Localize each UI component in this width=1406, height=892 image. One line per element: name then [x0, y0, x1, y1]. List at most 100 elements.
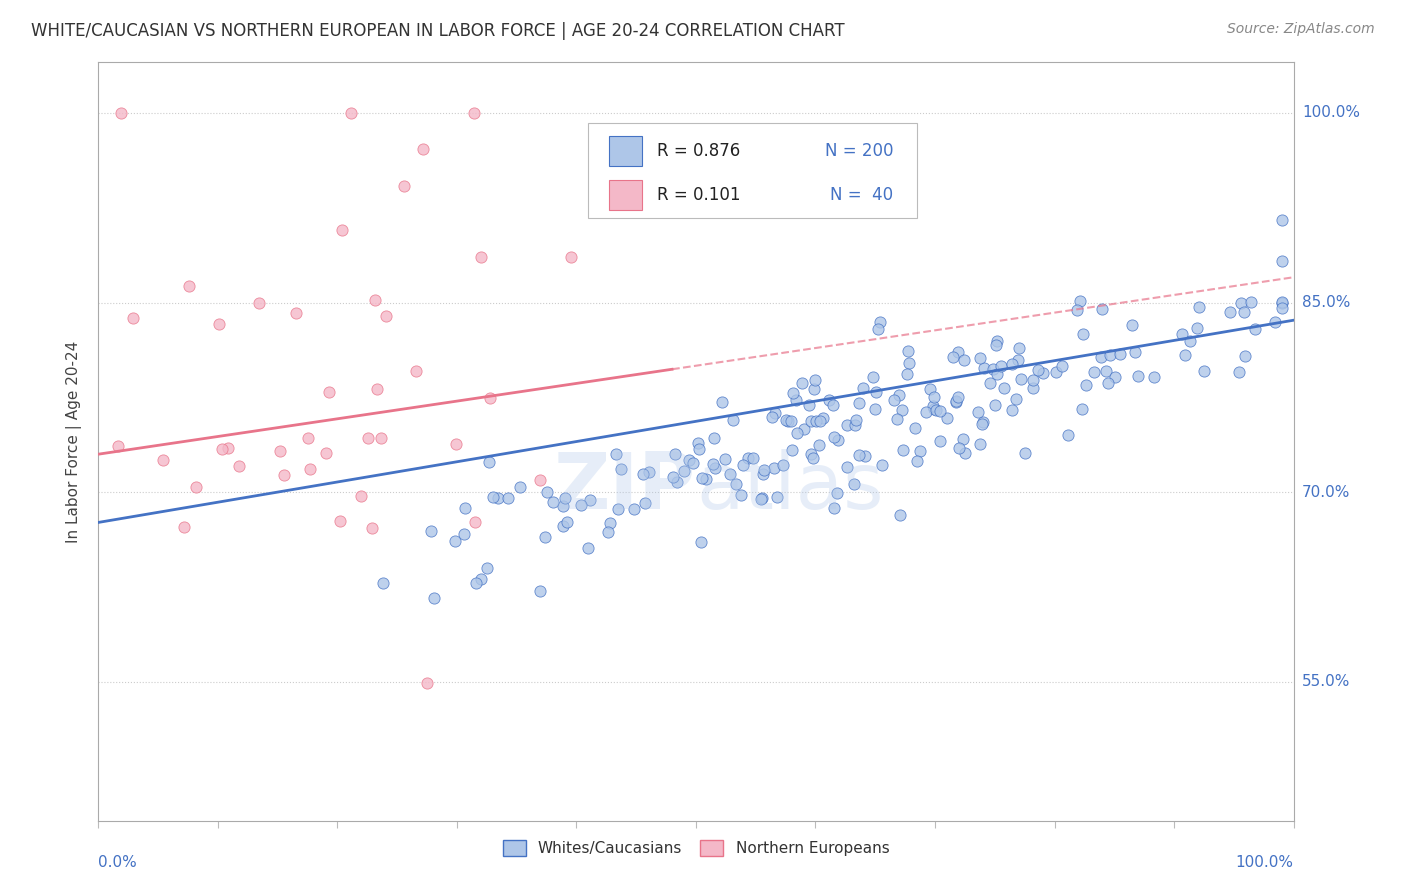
Point	[1109, 347, 1132, 361]
Point	[529, 583, 551, 598]
Point	[477, 561, 499, 575]
Point	[318, 384, 340, 399]
Point	[350, 489, 373, 503]
Point	[970, 417, 993, 432]
Point	[1219, 305, 1241, 319]
Point	[891, 442, 914, 457]
Point	[184, 479, 207, 493]
Point	[945, 393, 967, 408]
Point	[835, 417, 858, 432]
Point	[718, 467, 741, 481]
Point	[695, 472, 717, 486]
Point	[1071, 327, 1094, 342]
Text: Source: ZipAtlas.com: Source: ZipAtlas.com	[1227, 22, 1375, 37]
Point	[1104, 370, 1126, 384]
Point	[211, 442, 233, 456]
Point	[823, 430, 845, 444]
Point	[486, 491, 509, 506]
Point	[711, 395, 734, 409]
Point	[969, 437, 991, 451]
Point	[453, 526, 475, 541]
Point	[299, 462, 322, 476]
Point	[948, 441, 970, 455]
Point	[1188, 300, 1211, 314]
Point	[1014, 446, 1036, 460]
Point	[863, 401, 886, 416]
Point	[808, 438, 831, 452]
Point	[285, 306, 308, 320]
Point	[569, 498, 592, 512]
FancyBboxPatch shape	[609, 136, 643, 167]
Text: N =  40: N = 40	[830, 186, 893, 204]
Point	[790, 376, 813, 391]
Point	[247, 295, 270, 310]
Point	[1097, 376, 1119, 390]
Point	[478, 454, 501, 468]
Point	[690, 470, 713, 484]
Point	[752, 467, 775, 481]
Point	[966, 405, 988, 419]
Point	[1066, 302, 1088, 317]
Point	[731, 458, 754, 472]
Point	[835, 459, 858, 474]
Point	[599, 516, 621, 530]
Point	[922, 399, 945, 413]
Point	[1076, 378, 1098, 392]
Point	[1174, 349, 1197, 363]
Point	[918, 382, 941, 396]
Point	[922, 401, 945, 416]
Point	[1244, 322, 1267, 336]
Point	[444, 436, 467, 450]
Point	[1001, 357, 1024, 371]
Point	[730, 488, 752, 502]
Point	[780, 414, 803, 428]
Point	[689, 535, 711, 549]
Point	[886, 412, 908, 426]
Point	[803, 373, 825, 387]
Point	[972, 415, 994, 429]
Point	[1240, 295, 1263, 310]
Point	[553, 500, 575, 514]
Point	[1001, 403, 1024, 417]
Point	[177, 278, 200, 293]
Point	[470, 250, 492, 264]
Point	[969, 351, 991, 365]
Point	[762, 460, 785, 475]
Point	[1187, 321, 1209, 335]
Point	[797, 398, 820, 412]
Point	[688, 436, 710, 450]
Point	[782, 386, 804, 401]
Point	[842, 477, 865, 491]
Point	[228, 459, 250, 474]
Point	[1194, 364, 1216, 378]
Point	[1264, 315, 1286, 329]
Point	[865, 385, 887, 400]
Point	[1233, 349, 1256, 363]
Point	[1121, 318, 1143, 332]
Point	[1271, 296, 1294, 310]
Point	[107, 439, 129, 453]
Point	[925, 402, 948, 417]
Point	[825, 486, 848, 500]
Point	[986, 334, 1008, 349]
Point	[509, 480, 531, 494]
Point	[806, 414, 828, 428]
Point	[560, 250, 582, 264]
Point	[1230, 295, 1253, 310]
Point	[364, 293, 387, 307]
Point	[1045, 365, 1067, 379]
Point	[330, 223, 353, 237]
Point	[800, 447, 823, 461]
Point	[479, 391, 502, 405]
Point	[533, 530, 555, 544]
Point	[800, 414, 823, 428]
Point	[412, 142, 434, 156]
Point	[1123, 345, 1146, 359]
Point	[979, 376, 1001, 390]
Point	[981, 362, 1004, 376]
Point	[340, 106, 363, 120]
Point	[785, 392, 807, 407]
Point	[754, 463, 776, 477]
Point	[845, 413, 868, 427]
Text: R = 0.876: R = 0.876	[657, 143, 740, 161]
